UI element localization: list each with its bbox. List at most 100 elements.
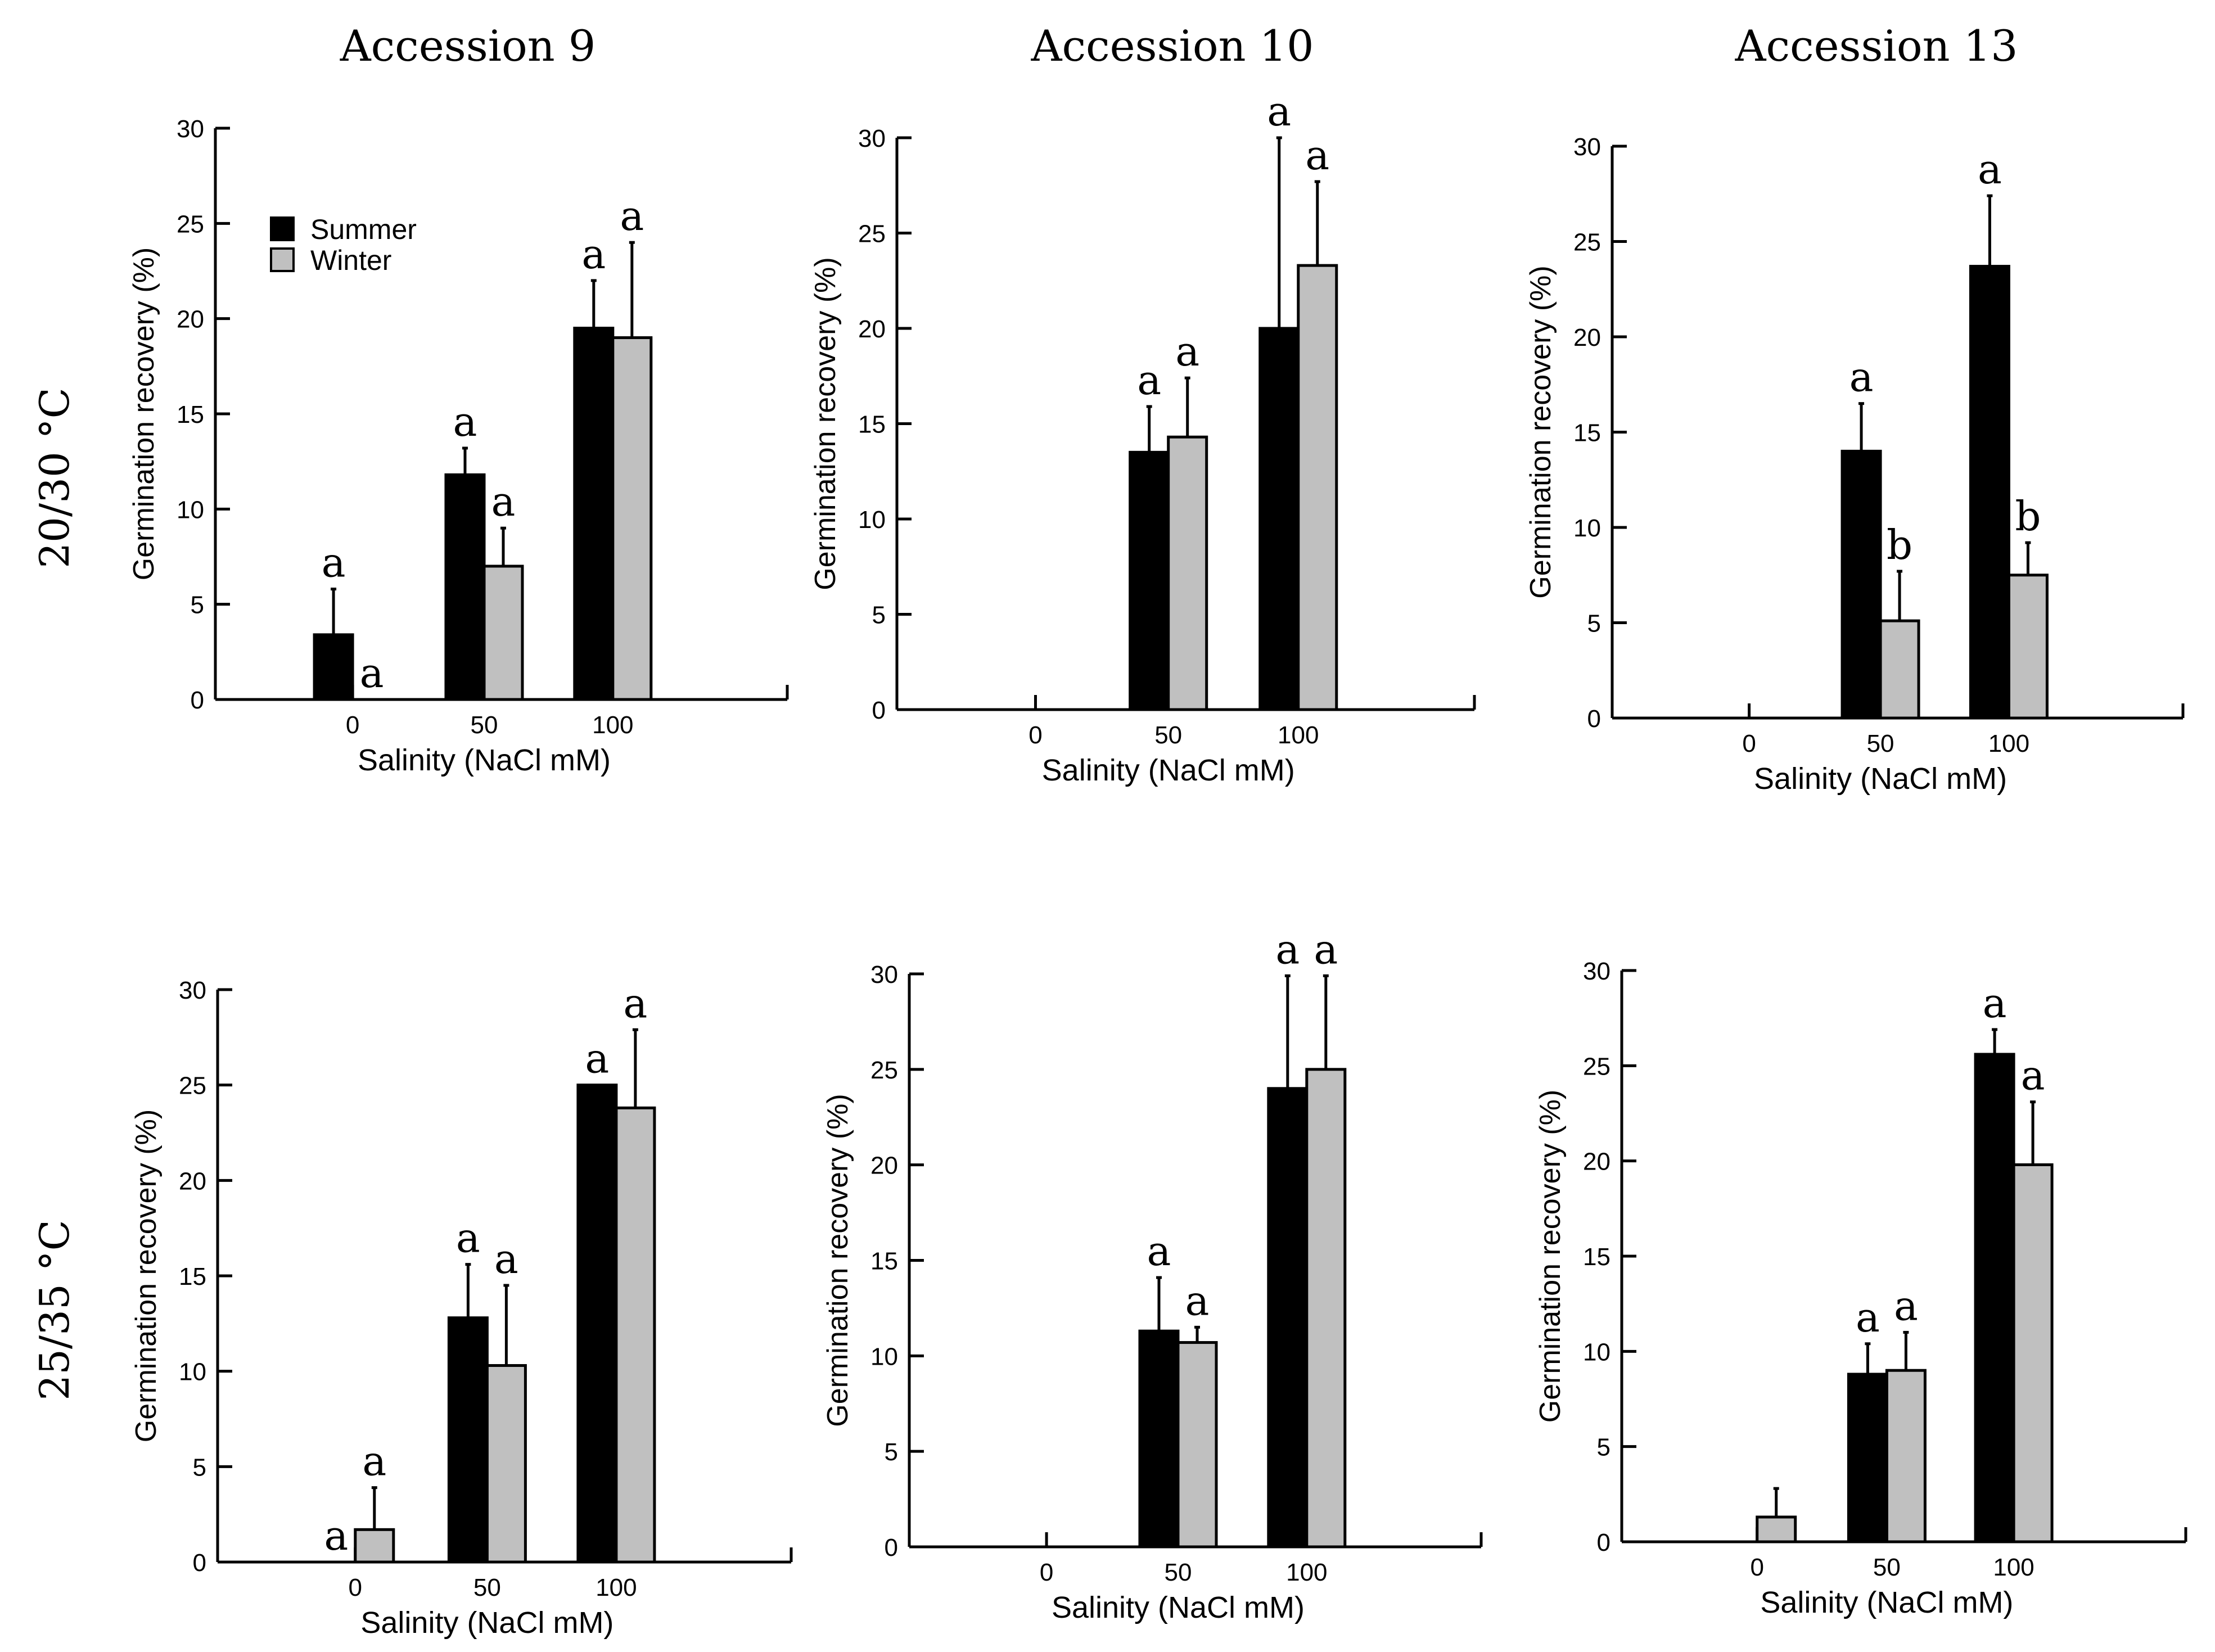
y-tick-label: 20 [1583, 1148, 1611, 1176]
y-tick-label: 25 [179, 1072, 206, 1100]
bar-winter-100 [1305, 1068, 1347, 1549]
significance-letter: a [1983, 980, 2007, 1027]
x-tick-label: 100 [1993, 1554, 2034, 1581]
significance-letter: a [2021, 1052, 2045, 1099]
x-axis-label: Salinity (NaCl mM) [1052, 1591, 1305, 1624]
bar-winter-0 [1756, 1515, 1797, 1543]
bar-winter-100 [611, 336, 653, 701]
y-tick-label: 0 [1587, 705, 1601, 733]
bar-summer-50 [444, 473, 486, 701]
y-tick-label: 15 [179, 1263, 206, 1290]
y-tick-label: 15 [177, 401, 204, 428]
x-tick-label: 50 [473, 1574, 501, 1601]
y-tick-label: 5 [885, 1438, 898, 1466]
y-tick-label: 15 [858, 411, 886, 439]
significance-letter: b [2015, 493, 2041, 540]
significance-letter: a [1849, 354, 1874, 401]
x-tick-label: 0 [349, 1574, 362, 1601]
x-tick-label: 100 [1988, 730, 2029, 757]
significance-letter: a [1175, 328, 1199, 375]
significance-letter: a [1185, 1277, 1210, 1324]
x-tick-label: 50 [1873, 1554, 1901, 1581]
y-tick-label: 10 [179, 1358, 206, 1386]
legend-swatch-winter [270, 247, 295, 272]
significance-letter: a [1147, 1227, 1171, 1275]
y-tick-label: 25 [1573, 229, 1601, 256]
y-tick-label: 10 [858, 506, 886, 534]
chart-panel-5: 0 5 10 15 20 25 30 Germination recovery (%) 0 50 a… [822, 926, 1483, 1624]
significance-letter: a [1978, 146, 2002, 193]
y-axis-label: Germination recovery (%) [1534, 1090, 1567, 1423]
bar-winter-0 [354, 1528, 395, 1564]
bar-summer-50 [1129, 450, 1170, 711]
bar-winter-50 [1176, 1341, 1218, 1549]
y-tick-label: 5 [1587, 610, 1601, 638]
row-label-20-30: 20/30 °C [31, 387, 78, 568]
x-tick-label: 100 [1278, 721, 1319, 749]
significance-letter: a [1305, 132, 1329, 179]
row-label-25-35: 25/35 °C [31, 1220, 78, 1400]
significance-letter: a [360, 649, 384, 697]
y-axis-label: Germination recovery (%) [822, 1094, 854, 1427]
significance-letter: a [453, 398, 477, 445]
x-tick-label: 100 [592, 711, 633, 739]
significance-letter: b [1887, 521, 1912, 568]
significance-letter: a [585, 1035, 609, 1082]
y-tick-label: 20 [177, 306, 204, 333]
y-tick-label: 10 [177, 496, 204, 523]
significance-letter: a [1856, 1294, 1880, 1341]
bar-summer-100 [1969, 265, 2010, 720]
x-tick-label: 50 [471, 711, 498, 739]
bar-summer-100 [1974, 1053, 2015, 1543]
y-axis-label: Germination recovery (%) [130, 1109, 163, 1442]
significance-letter: a [620, 192, 644, 240]
significance-letter: a [324, 1512, 348, 1559]
significance-letter: a [1275, 926, 1300, 973]
y-axis-label: Germination recovery (%) [128, 247, 160, 580]
y-tick-label: 0 [191, 687, 204, 714]
significance-letter: a [1314, 926, 1338, 973]
bar-winter-100 [2007, 574, 2049, 720]
legend-swatch-summer [270, 216, 295, 241]
y-tick-label: 25 [870, 1057, 898, 1084]
significance-letter: a [494, 1235, 518, 1283]
y-axis-label: Germination recovery (%) [1524, 265, 1557, 598]
bar-summer-100 [576, 1084, 618, 1564]
x-axis-label: Salinity (NaCl mM) [360, 1606, 613, 1640]
x-tick-label: 100 [596, 1574, 637, 1601]
bar-summer-50 [1840, 449, 1882, 720]
bar-winter-100 [2012, 1163, 2054, 1543]
y-tick-label: 25 [177, 210, 204, 238]
y-tick-label: 30 [1573, 133, 1601, 161]
x-axis-label: Salinity (NaCl mM) [1754, 762, 2007, 796]
bar-summer-50 [1138, 1329, 1180, 1549]
x-tick-label: 100 [1286, 1559, 1327, 1586]
x-tick-label: 0 [1028, 721, 1042, 749]
x-tick-label: 50 [1867, 730, 1894, 757]
x-tick-label: 0 [1742, 730, 1756, 757]
significance-letter: a [1137, 356, 1161, 404]
y-tick-label: 10 [1583, 1338, 1611, 1366]
y-tick-label: 5 [193, 1454, 206, 1481]
y-tick-label: 25 [1583, 1053, 1611, 1080]
bar-winter-50 [1885, 1369, 1927, 1543]
y-tick-label: 20 [1573, 324, 1601, 351]
bar-winter-50 [485, 1364, 527, 1564]
significance-letter: a [1894, 1282, 1918, 1329]
y-tick-label: 30 [1583, 958, 1611, 985]
x-axis-label: Salinity (NaCl mM) [1042, 753, 1295, 787]
column-title-accession-13: Accession 13 [1735, 21, 2018, 71]
x-tick-label: 0 [1040, 1559, 1053, 1586]
chart-panel-2: 0 5 10 15 20 25 30 Germination recovery (%) 0 50 a… [809, 88, 1476, 787]
y-tick-label: 0 [193, 1549, 206, 1577]
y-tick-label: 10 [870, 1343, 898, 1370]
chart-panel-6: 0 5 10 15 20 25 30 Germination recovery (%) 0 50 a… [1534, 958, 2187, 1619]
column-title-accession-9: Accession 9 [340, 21, 596, 71]
y-tick-label: 10 [1573, 514, 1601, 542]
significance-letter: a [491, 478, 516, 525]
y-tick-label: 25 [858, 220, 886, 248]
x-tick-label: 50 [1154, 721, 1182, 749]
